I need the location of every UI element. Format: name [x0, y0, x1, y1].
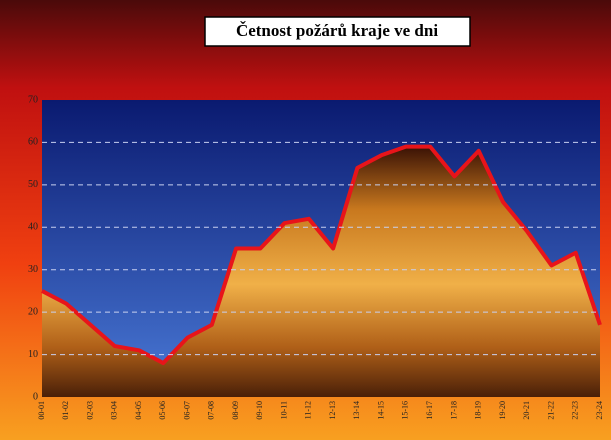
x-tick-label: 11-12 — [304, 401, 313, 419]
x-tick-label: 04-05 — [134, 401, 143, 420]
x-tick-label: 19-20 — [498, 401, 507, 420]
y-tick-label: 30 — [28, 264, 38, 275]
x-tick-label: 13-14 — [352, 401, 361, 420]
y-tick-label: 50 — [28, 179, 38, 190]
y-tick-label: 60 — [28, 137, 38, 148]
x-tick-label: 06-07 — [182, 401, 191, 420]
x-tick-label: 05-06 — [158, 401, 167, 420]
x-tick-label: 00-01 — [37, 401, 46, 420]
title-box — [204, 16, 471, 47]
x-tick-label: 15-16 — [401, 401, 410, 420]
chart-title: Četnost požárů kraje ve dni — [236, 21, 438, 40]
y-tick-label: 70 — [28, 94, 38, 105]
x-tick-label: 17-18 — [449, 401, 458, 420]
x-tick-label: 01-02 — [61, 401, 70, 420]
y-tick-label: 40 — [28, 222, 38, 233]
x-tick-label: 12-13 — [328, 401, 337, 420]
x-tick-label: 02-03 — [85, 401, 94, 420]
y-tick-label: 20 — [28, 306, 38, 317]
line — [41, 144, 602, 366]
y-tick-label: 0 — [33, 391, 38, 402]
x-tick-label: 20-21 — [522, 401, 531, 420]
x-tick-label: 08-09 — [231, 401, 240, 420]
x-tick-label: 22-23 — [571, 401, 580, 420]
x-tick-label: 18-19 — [474, 401, 483, 420]
x-tick-label: 10-11 — [279, 401, 288, 419]
x-tick-label: 23-24 — [595, 401, 604, 420]
plot: 0 10 20 30 40 50 60 70 00-01 01-02 02-03 03-04 04-05… — [28, 94, 604, 419]
area — [42, 146, 600, 397]
x-tick-label: 07-08 — [207, 401, 216, 420]
x-tick-label: 21-22 — [546, 401, 555, 420]
x-tick-label: 03-04 — [110, 401, 119, 420]
x-tick-label: 14-15 — [376, 401, 385, 420]
x-tick-label: 09-10 — [255, 401, 264, 420]
y-tick-label: 10 — [28, 349, 38, 360]
x-tick-label: 16-17 — [425, 401, 434, 420]
